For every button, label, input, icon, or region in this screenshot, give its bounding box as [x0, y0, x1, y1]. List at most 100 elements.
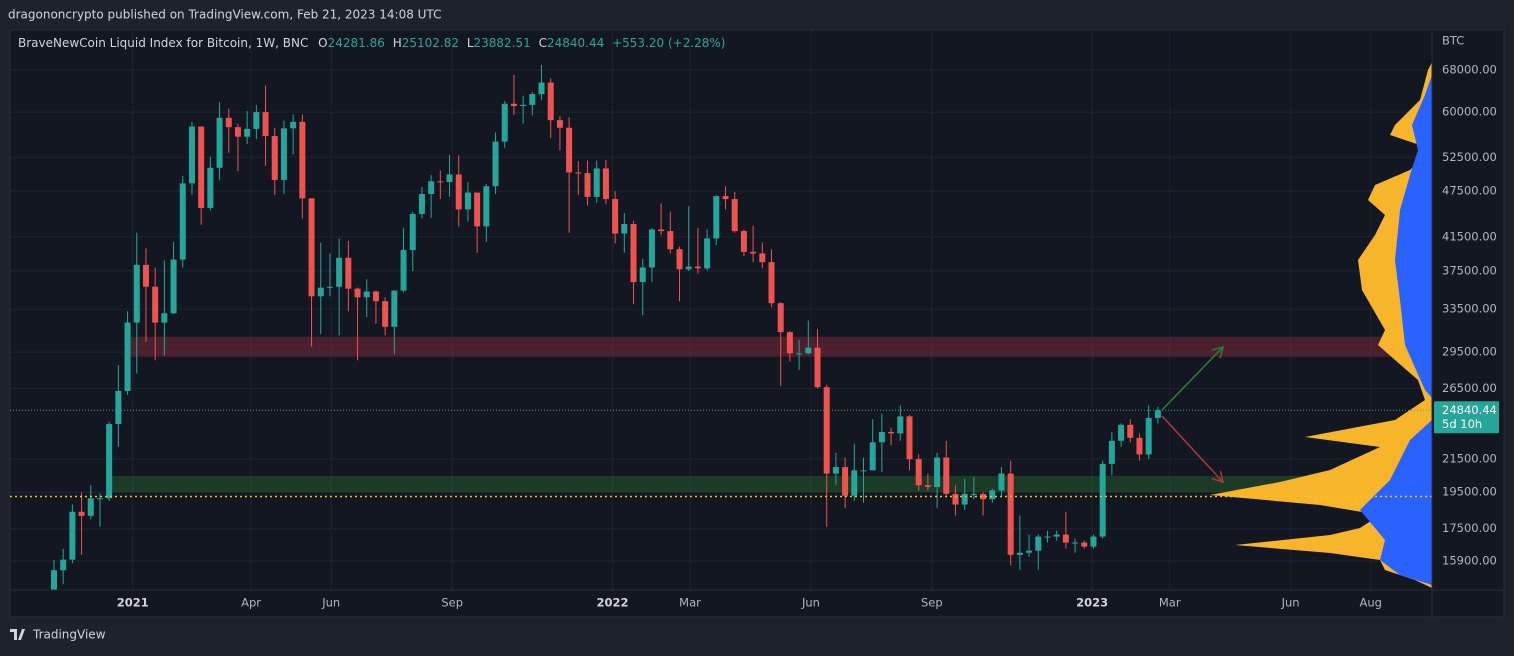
candle-body: [842, 467, 849, 496]
candle-body: [832, 467, 839, 474]
candles: [50, 64, 1161, 590]
candle-body: [492, 141, 499, 187]
projection-down: [1161, 415, 1222, 481]
candle-body: [455, 174, 462, 210]
candle-body: [336, 257, 343, 287]
x-tick-label: 2022: [596, 596, 628, 610]
footer-brand: TradingView: [32, 628, 106, 642]
candle-body: [501, 103, 508, 142]
candle-body: [382, 301, 389, 327]
candle-body: [60, 559, 67, 571]
candle-body: [115, 391, 122, 425]
volume-profile: [1210, 62, 1432, 588]
candle-body: [308, 198, 315, 297]
candle-body: [428, 181, 435, 194]
candle-body: [556, 120, 563, 128]
zone: [126, 336, 1432, 357]
legend-low: 23882.51: [474, 36, 531, 50]
axes: 68000.00 60000.00 52500.00 47500.00 41500.00…: [117, 62, 1499, 610]
candle-body: [648, 229, 655, 268]
candle-body: [474, 192, 481, 227]
candle-body: [768, 262, 775, 304]
last-price-label: 24840.44: [1442, 403, 1497, 417]
candle-body: [980, 493, 987, 500]
candle-body: [593, 168, 600, 197]
candle-body: [952, 493, 959, 505]
x-tick-label: Jun: [801, 596, 820, 610]
currency: BTC: [1442, 34, 1464, 48]
candle-body: [759, 253, 766, 263]
candle-body: [106, 424, 113, 499]
candle-body: [1016, 552, 1023, 555]
candle-body: [786, 332, 793, 354]
x-tick-label: Jun: [321, 596, 340, 610]
y-tick-label: 37500.00: [1442, 264, 1497, 278]
candle-body: [409, 213, 416, 251]
candle-body: [934, 457, 941, 487]
candle-body: [354, 288, 361, 298]
candle-body: [216, 117, 223, 168]
zone: [105, 475, 1432, 493]
candle-body: [418, 193, 425, 214]
candle-body: [658, 229, 665, 232]
candle-body: [1136, 437, 1143, 455]
candle-body: [317, 287, 324, 297]
legend-close: 24840.44: [547, 36, 604, 50]
candle-body: [280, 128, 287, 180]
candle-body: [713, 196, 720, 239]
candle-body: [510, 103, 517, 106]
candle-body: [538, 82, 545, 95]
candle-body: [345, 257, 352, 289]
candle-body: [1044, 536, 1051, 538]
candle-body: [198, 126, 205, 208]
candle-body: [69, 511, 76, 560]
candle-body: [78, 511, 85, 516]
y-tick-label: 68000.00: [1442, 62, 1497, 76]
legend-c: C: [539, 36, 547, 50]
volume-profile-up: [1360, 75, 1432, 585]
candle-body: [998, 473, 1005, 491]
logo-mark: [10, 629, 25, 640]
candle-body: [575, 172, 582, 174]
y-tick-label: 52500.00: [1442, 150, 1497, 164]
y-tick-label: 47500.00: [1442, 184, 1497, 198]
candle-body: [676, 249, 683, 270]
byline: dragononcrypto published on TradingView.…: [8, 8, 441, 22]
candle-body: [878, 431, 885, 443]
legend-change: +553.20 (+2.28%): [612, 36, 725, 50]
candle-body: [1154, 410, 1161, 419]
candle-body: [225, 117, 232, 128]
candle-body: [888, 431, 895, 434]
candle-body: [207, 167, 214, 208]
candle-body: [740, 231, 747, 252]
grid: [10, 30, 1432, 590]
y-tick-label: 60000.00: [1442, 105, 1497, 119]
candle-body: [915, 459, 922, 486]
x-tick-label: 2023: [1076, 596, 1108, 610]
candle-body: [851, 470, 858, 496]
candle-body: [372, 291, 379, 302]
candle-body: [970, 493, 977, 495]
candle-body: [483, 186, 490, 227]
candle-body: [823, 387, 830, 474]
candle-body: [1007, 473, 1014, 555]
y-tick-label: 33500.00: [1442, 302, 1497, 316]
candle-body: [50, 570, 57, 590]
candle-body: [1053, 534, 1060, 537]
x-tick-label: Aug: [1359, 596, 1381, 610]
x-tick-label: Mar: [679, 596, 701, 610]
candle-body: [897, 416, 904, 434]
legend-o: O: [318, 36, 327, 50]
candle-body: [566, 127, 573, 173]
x-tick-label: 2021: [117, 596, 149, 610]
candle-body: [547, 82, 554, 121]
candle-body: [96, 498, 103, 500]
legend: BraveNewCoin Liquid Index for Bitcoin, 1…: [18, 36, 726, 50]
legend-l: L: [467, 36, 474, 50]
candle-body: [1062, 534, 1069, 543]
candle-body: [142, 264, 149, 287]
candle-body: [584, 173, 591, 197]
candle-body: [805, 347, 812, 354]
candle-body: [704, 238, 711, 269]
